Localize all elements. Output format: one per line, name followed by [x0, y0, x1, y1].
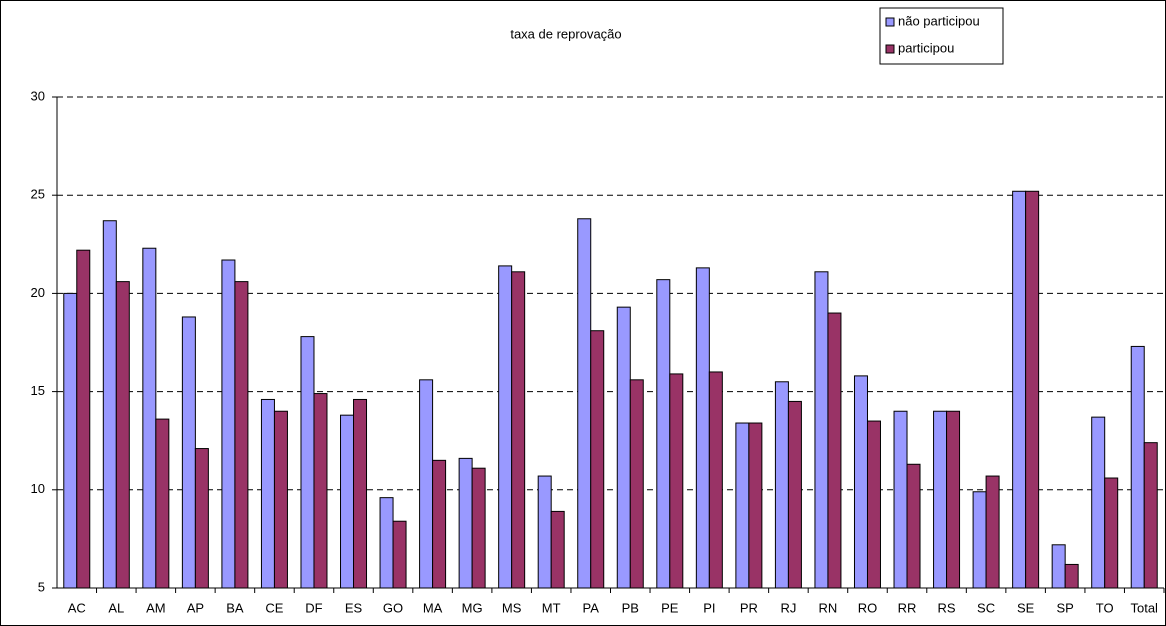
x-tick-label: MG	[462, 600, 483, 615]
x-tick-label: SP	[1056, 600, 1073, 615]
bar	[498, 265, 513, 589]
bar	[1012, 190, 1027, 589]
y-tick-label: 10	[31, 481, 45, 496]
x-tick-label: MA	[423, 600, 443, 615]
x-tick-label: AM	[146, 600, 166, 615]
chart-title: taxa de reprovação	[510, 26, 621, 41]
x-tick-label: MT	[542, 600, 561, 615]
bar	[471, 467, 486, 589]
legend-swatch	[885, 44, 895, 54]
bar	[458, 457, 473, 589]
bar	[353, 398, 368, 589]
bar	[1143, 442, 1158, 589]
bar	[511, 271, 526, 589]
x-tick-label: ES	[345, 600, 363, 615]
bar	[432, 459, 447, 589]
bar	[695, 267, 710, 589]
x-tick-label: GO	[383, 600, 403, 615]
bar	[379, 497, 394, 589]
y-tick-label: 15	[31, 383, 45, 398]
bar	[142, 247, 157, 589]
x-tick-label: PA	[583, 600, 600, 615]
bar	[194, 448, 209, 589]
x-tick-label: BA	[226, 600, 244, 615]
y-tick-label: 30	[31, 88, 45, 103]
bar	[221, 259, 236, 589]
x-tick-label: RO	[858, 600, 878, 615]
legend-label: não participou	[898, 13, 980, 28]
x-tick-label: AC	[68, 600, 86, 615]
x-tick-label: DF	[305, 600, 322, 615]
x-tick-label: PR	[740, 600, 758, 615]
bar	[392, 520, 407, 589]
bar	[313, 393, 328, 589]
x-tick-label: PE	[661, 600, 679, 615]
bar	[1064, 563, 1079, 589]
legend-box	[879, 7, 1004, 65]
bar	[590, 330, 605, 589]
bar	[115, 281, 130, 589]
bar	[893, 410, 908, 589]
bar	[550, 510, 565, 589]
x-tick-label: PI	[703, 600, 715, 615]
bar	[748, 422, 763, 589]
bar	[616, 306, 631, 589]
x-tick-label: PB	[622, 600, 639, 615]
bar	[774, 381, 789, 589]
legend-swatch	[885, 17, 895, 27]
bar	[1104, 477, 1119, 589]
bar	[735, 422, 750, 589]
bar	[827, 312, 842, 589]
bar	[63, 292, 78, 589]
bar	[906, 463, 921, 589]
x-tick-label: SE	[1017, 600, 1035, 615]
bar	[972, 491, 987, 589]
bar	[629, 379, 644, 589]
x-tick-label: SC	[977, 600, 995, 615]
bar	[340, 414, 355, 589]
bar	[1091, 416, 1106, 589]
bar	[669, 373, 684, 589]
bar	[1051, 544, 1066, 589]
bar	[76, 249, 91, 589]
bar	[853, 375, 868, 589]
bar	[181, 316, 196, 589]
bar	[234, 281, 249, 589]
bar	[102, 220, 117, 589]
legend-label: participou	[898, 40, 954, 55]
x-tick-label: RR	[898, 600, 917, 615]
x-tick-label: RN	[819, 600, 838, 615]
bar	[577, 218, 592, 589]
x-tick-label: RJ	[780, 600, 796, 615]
y-tick-label: 20	[31, 285, 45, 300]
x-tick-label: RS	[938, 600, 956, 615]
bar	[933, 410, 948, 589]
x-tick-label: AP	[187, 600, 204, 615]
bar	[656, 279, 671, 589]
bar	[155, 418, 170, 589]
bar	[273, 410, 288, 589]
bar	[419, 379, 434, 589]
bar	[787, 400, 802, 589]
y-tick-label: 5	[38, 579, 45, 594]
bar	[1025, 190, 1040, 589]
bar	[814, 271, 829, 589]
bar	[708, 371, 723, 589]
bar	[985, 475, 1000, 589]
bar	[300, 336, 315, 589]
x-tick-label: Total	[1130, 600, 1158, 615]
bar	[1130, 345, 1145, 589]
y-tick-label: 25	[31, 187, 45, 202]
bar	[537, 475, 552, 589]
bar	[866, 420, 881, 589]
x-tick-label: AL	[108, 600, 124, 615]
x-tick-label: CE	[265, 600, 283, 615]
bar	[946, 410, 961, 589]
x-tick-label: TO	[1096, 600, 1114, 615]
bar	[260, 398, 275, 589]
x-tick-label: MS	[502, 600, 522, 615]
